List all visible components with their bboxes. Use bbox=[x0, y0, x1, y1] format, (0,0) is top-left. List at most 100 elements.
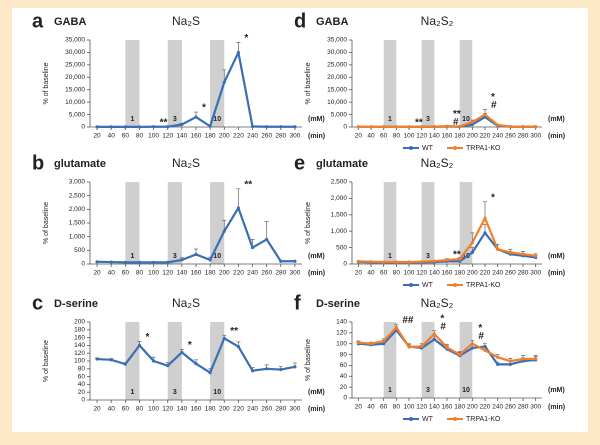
data-point bbox=[180, 350, 184, 355]
panel-title: GABA bbox=[54, 16, 86, 28]
data-point bbox=[293, 259, 297, 263]
data-point bbox=[445, 345, 449, 350]
x-axis-unit: (min) bbox=[548, 133, 565, 140]
data-point bbox=[483, 231, 487, 235]
data-point bbox=[279, 259, 283, 263]
y-tick-label: 0 bbox=[343, 261, 347, 268]
y-tick-label: 5,000 bbox=[331, 111, 348, 118]
x-tick-label: 80 bbox=[393, 404, 401, 411]
significance-mark: ** bbox=[230, 326, 238, 337]
legend-marker bbox=[453, 283, 457, 287]
significance-mark: ** bbox=[244, 179, 252, 190]
y-tick-label: 30,000 bbox=[327, 49, 347, 56]
y-axis-label: % of baseline bbox=[43, 202, 50, 244]
x-tick-label: 200 bbox=[467, 270, 478, 277]
band-label: 10 bbox=[213, 116, 221, 123]
x-tick-label: 120 bbox=[416, 270, 427, 277]
stimulus-band bbox=[421, 40, 435, 127]
x-tick-label: 220 bbox=[480, 133, 491, 140]
y-tick-label: 20 bbox=[340, 384, 348, 391]
data-point bbox=[208, 124, 212, 128]
error-bar bbox=[264, 221, 269, 240]
stimulus-band bbox=[383, 40, 397, 127]
stimulus-band bbox=[210, 322, 225, 400]
legend-label: TRPA1-KO bbox=[466, 416, 501, 423]
data-point bbox=[382, 125, 386, 129]
y-tick-label: 180 bbox=[74, 327, 85, 334]
y-tick-label: 2,000 bbox=[69, 206, 86, 213]
band-unit: (mM) bbox=[548, 253, 565, 260]
legend-marker bbox=[409, 146, 413, 150]
x-tick-label: 100 bbox=[148, 270, 159, 277]
data-point bbox=[534, 357, 538, 361]
band-unit: (mM) bbox=[308, 389, 325, 396]
panel-title: D-serine bbox=[54, 298, 98, 310]
data-point bbox=[222, 80, 226, 84]
x-tick-label: 140 bbox=[429, 270, 440, 277]
y-tick-label: 0 bbox=[81, 397, 85, 404]
data-point bbox=[420, 125, 424, 129]
data-point bbox=[496, 362, 500, 366]
x-tick-label: 140 bbox=[429, 404, 440, 411]
data-point bbox=[458, 259, 462, 263]
x-tick-label: 180 bbox=[454, 270, 465, 277]
x-tick-label: 300 bbox=[290, 133, 301, 140]
data-point bbox=[95, 125, 99, 129]
y-tick-label: 5,000 bbox=[69, 111, 86, 118]
panel-subtitle: Na₂S₂ bbox=[421, 156, 454, 170]
panel-subtitle: Na₂S₂ bbox=[421, 296, 454, 310]
panel-subtitle: Na₂S bbox=[172, 156, 200, 170]
data-point bbox=[208, 258, 212, 262]
data-point bbox=[137, 125, 142, 129]
data-point bbox=[293, 125, 297, 129]
x-tick-label: 180 bbox=[205, 270, 216, 277]
significance-mark: * bbox=[202, 103, 206, 114]
band-label: 1 bbox=[130, 253, 134, 260]
data-point bbox=[420, 344, 424, 349]
data-point bbox=[236, 206, 240, 210]
y-tick-label: 500 bbox=[74, 247, 85, 254]
x-tick-label: 200 bbox=[467, 133, 478, 140]
x-tick-label: 160 bbox=[191, 270, 202, 277]
data-point bbox=[123, 362, 127, 366]
x-tick-label: 20 bbox=[355, 404, 363, 411]
data-point bbox=[445, 258, 449, 262]
panel-title: glutamate bbox=[54, 158, 106, 170]
data-point bbox=[109, 125, 113, 129]
significance-mark: * bbox=[478, 323, 482, 334]
data-point bbox=[356, 341, 360, 345]
data-point bbox=[496, 123, 500, 127]
x-tick-label: 40 bbox=[367, 270, 375, 277]
data-point bbox=[470, 342, 474, 346]
data-point bbox=[470, 346, 474, 350]
x-tick-label: 220 bbox=[233, 406, 244, 413]
band-label: 3 bbox=[426, 253, 430, 260]
data-point bbox=[521, 125, 525, 129]
x-tick-label: 60 bbox=[380, 270, 388, 277]
y-tick-label: 0 bbox=[81, 261, 85, 268]
y-axis-label: % of baseline bbox=[305, 339, 312, 381]
y-tick-label: 2,000 bbox=[331, 195, 348, 202]
data-point bbox=[432, 337, 436, 341]
data-point bbox=[180, 122, 184, 127]
significance-mark: ** bbox=[453, 249, 461, 260]
data-point bbox=[369, 260, 373, 264]
y-tick-label: 1,000 bbox=[331, 228, 348, 235]
x-tick-label: 20 bbox=[93, 270, 101, 277]
data-point bbox=[194, 252, 198, 257]
data-point bbox=[123, 260, 127, 264]
y-tick-label: 100 bbox=[336, 340, 347, 347]
y-tick-label: 35,000 bbox=[65, 37, 85, 44]
data-point bbox=[208, 371, 212, 375]
x-axis-unit: (min) bbox=[308, 133, 325, 140]
data-point bbox=[470, 250, 474, 255]
legend-label: WT bbox=[422, 145, 434, 152]
data-point bbox=[180, 258, 184, 262]
significance-mark: ## bbox=[402, 315, 414, 326]
stimulus-band bbox=[167, 322, 182, 400]
data-point bbox=[508, 359, 512, 363]
x-tick-label: 300 bbox=[290, 270, 301, 277]
data-point bbox=[194, 115, 198, 119]
